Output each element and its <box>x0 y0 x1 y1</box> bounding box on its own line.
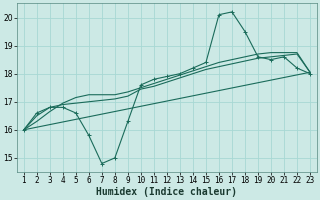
X-axis label: Humidex (Indice chaleur): Humidex (Indice chaleur) <box>96 186 237 197</box>
